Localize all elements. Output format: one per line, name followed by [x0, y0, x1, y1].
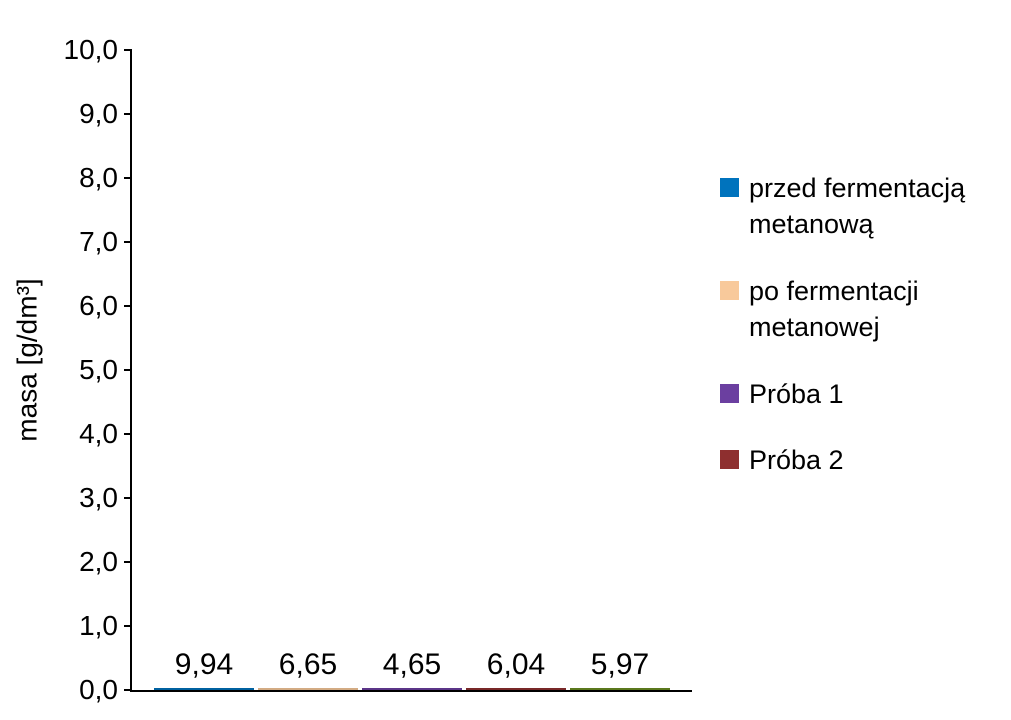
- legend-item-przed: przed fermentacją metanową: [720, 170, 1000, 243]
- y-tick-label: 1,0: [79, 610, 132, 642]
- legend-label: przed fermentacją metanową: [749, 170, 1000, 243]
- bar-slot-proba3: 5,97: [568, 688, 672, 690]
- y-tick-label: 3,0: [79, 482, 132, 514]
- bar-po: [258, 688, 359, 690]
- y-tick-label: 4,0: [79, 418, 132, 450]
- bar-slot-proba2: 6,04: [464, 688, 568, 690]
- y-tick-label: 8,0: [79, 162, 132, 194]
- bar-chart: masa [g/dm³] 9,94 6,65 4,65 6,04: [0, 0, 1011, 720]
- legend-label: po fermentacji metanowej: [749, 273, 1000, 346]
- legend-item-po: po fermentacji metanowej: [720, 273, 1000, 346]
- bar-proba2: [466, 688, 567, 690]
- plot-area: 9,94 6,65 4,65 6,04 5,97 0,01,02,03,04,0…: [130, 50, 692, 692]
- bar-slot-proba1: 4,65: [360, 688, 464, 690]
- legend-swatch: [720, 450, 739, 469]
- y-axis-title-wrap: masa [g/dm³]: [8, 0, 48, 720]
- legend-item-proba1: Próba 1: [720, 376, 1000, 412]
- bar-proba1: [362, 688, 463, 690]
- y-tick-label: 2,0: [79, 546, 132, 578]
- bar-value-label: 6,65: [279, 648, 337, 682]
- y-axis-title: masa [g/dm³]: [12, 278, 44, 441]
- bar-value-label: 9,94: [175, 648, 233, 682]
- legend-swatch: [720, 384, 739, 403]
- bar-value-label: 4,65: [383, 648, 441, 682]
- legend-swatch: [720, 178, 739, 197]
- bar-przed: [154, 688, 255, 690]
- y-tick-label: 7,0: [79, 226, 132, 258]
- y-tick-label: 10,0: [64, 34, 133, 66]
- legend-label: Próba 1: [749, 376, 844, 412]
- bars-container: 9,94 6,65 4,65 6,04 5,97: [132, 50, 692, 690]
- legend-item-proba2: Próba 2: [720, 442, 1000, 478]
- bar-slot-po: 6,65: [256, 688, 360, 690]
- bar-proba3: [570, 688, 671, 690]
- bar-slot-przed: 9,94: [152, 688, 256, 690]
- legend-label: Próba 2: [749, 442, 844, 478]
- y-tick-label: 9,0: [79, 98, 132, 130]
- y-tick-label: 0,0: [79, 674, 132, 706]
- y-tick-label: 6,0: [79, 290, 132, 322]
- bar-value-label: 5,97: [591, 648, 649, 682]
- legend-swatch: [720, 281, 739, 300]
- bar-value-label: 6,04: [487, 648, 545, 682]
- y-tick-label: 5,0: [79, 354, 132, 386]
- legend: przed fermentacją metanową po fermentacj…: [720, 170, 1000, 509]
